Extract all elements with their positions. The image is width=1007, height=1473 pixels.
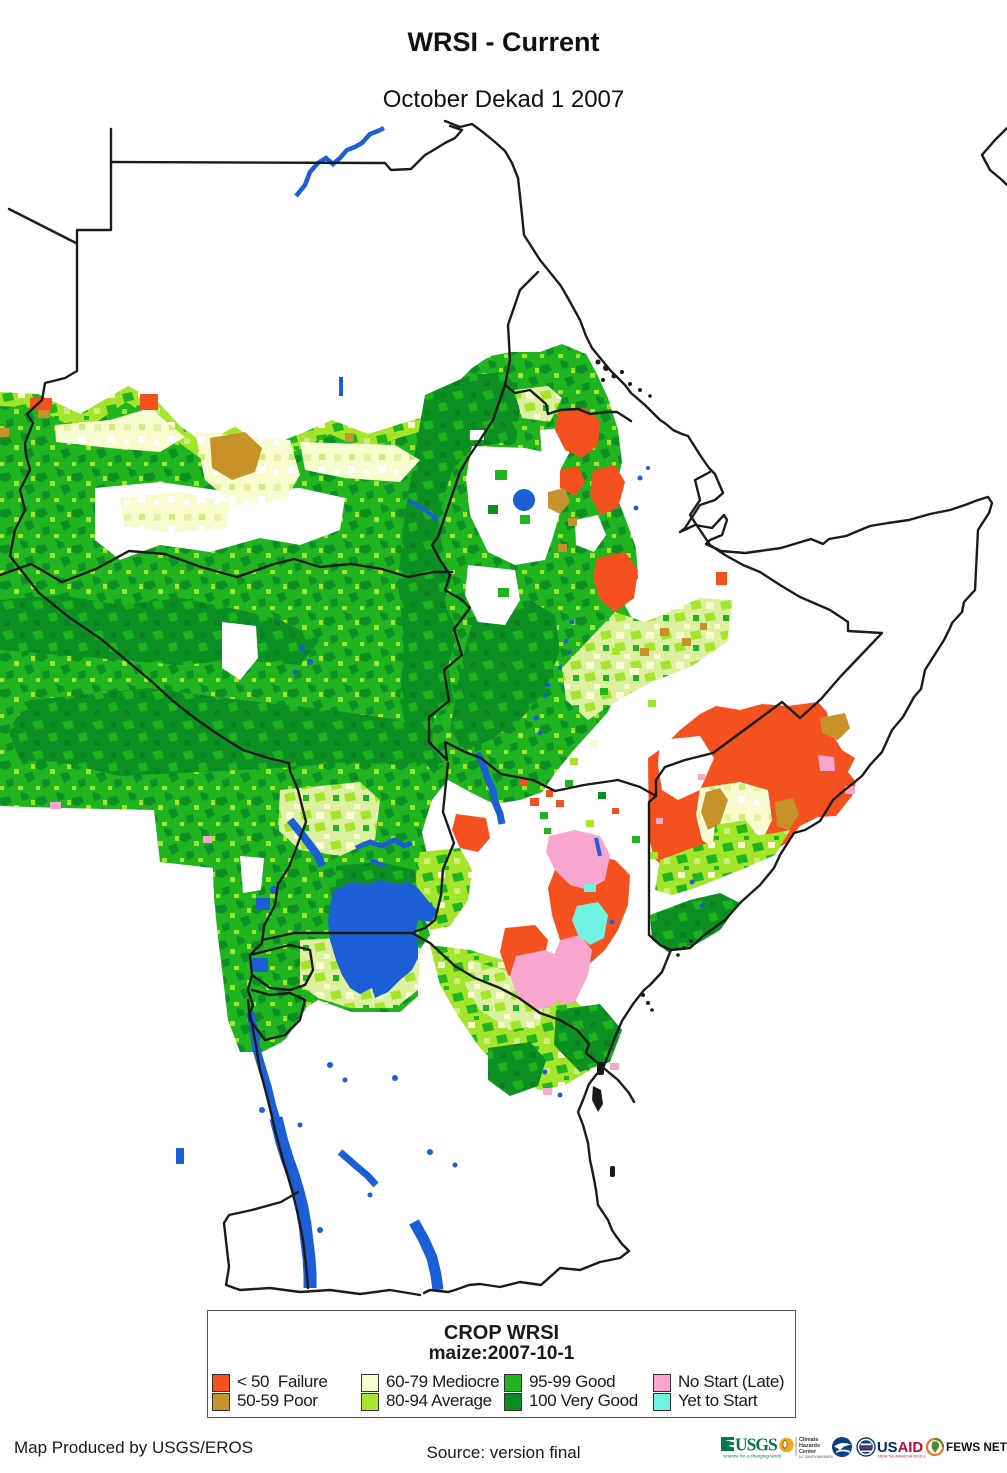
svg-text:FEWS NET: FEWS NET [946, 1440, 1007, 1454]
svg-text:Hazards: Hazards [799, 1443, 820, 1449]
svg-text:USAID: USAID [877, 1440, 923, 1456]
svg-text:USGS: USGS [735, 1435, 777, 1455]
svg-text:UC SANTA BARBARA: UC SANTA BARBARA [799, 1455, 834, 1459]
svg-text:science for a changing world: science for a changing world [723, 1454, 782, 1459]
svg-text:Climate: Climate [799, 1437, 818, 1443]
svg-text:Center: Center [799, 1449, 817, 1455]
svg-text:FROM THE AMERICAN PEOPLE: FROM THE AMERICAN PEOPLE [878, 1455, 926, 1459]
